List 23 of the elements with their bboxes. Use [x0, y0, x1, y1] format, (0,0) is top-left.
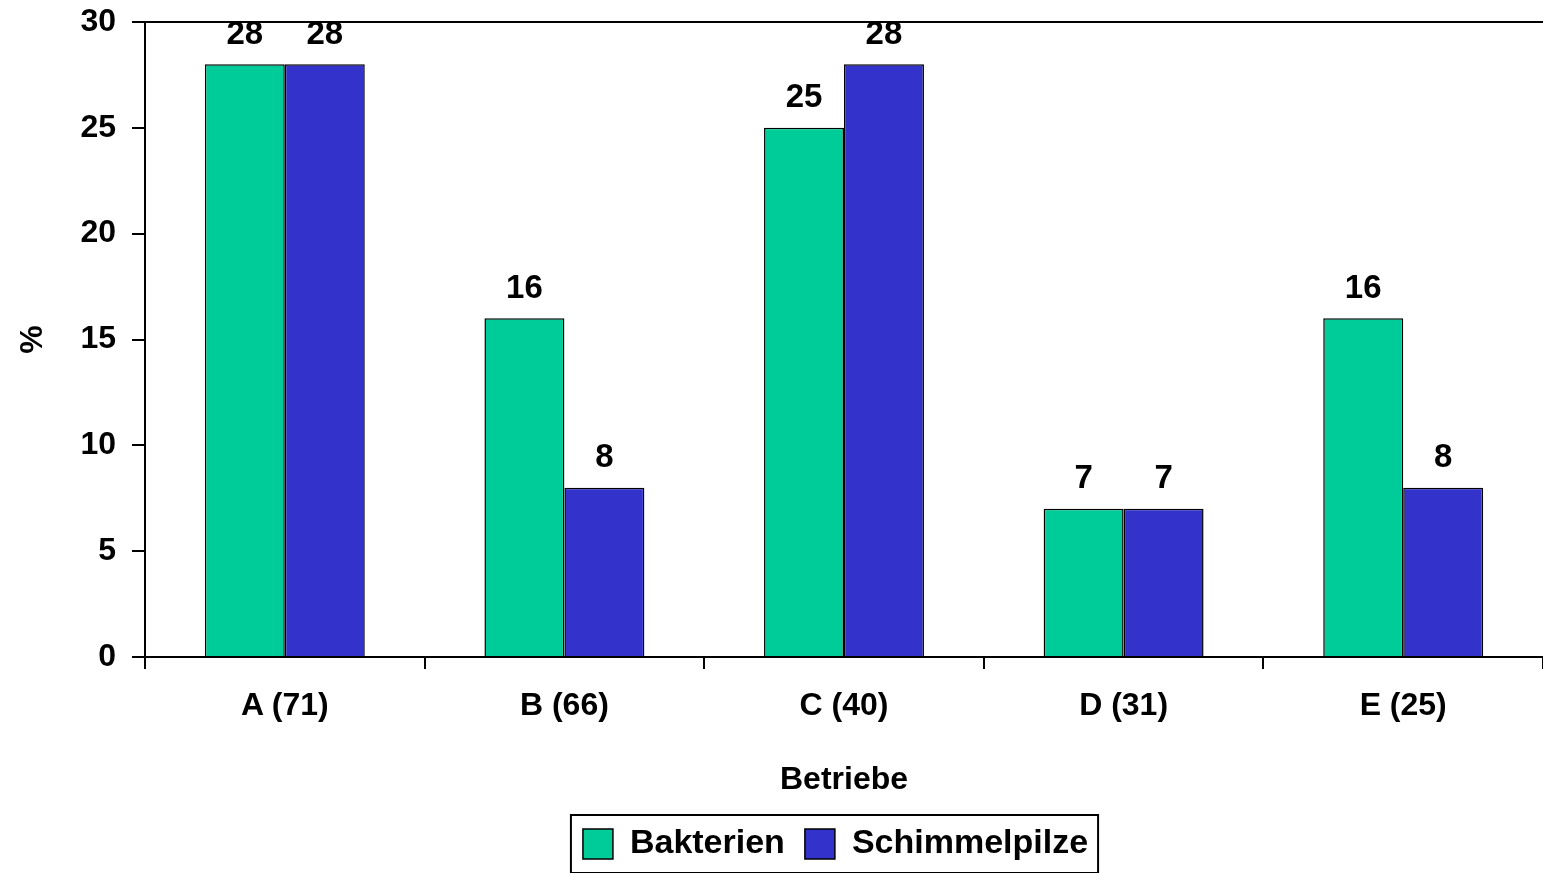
legend-label: Bakterien [629, 822, 785, 861]
y-tick-label: 30 [80, 1, 116, 38]
x-axis-title: Betriebe [779, 759, 909, 796]
x-tick-label: B (66) [519, 686, 609, 723]
y-tick-label: 25 [80, 107, 116, 144]
y-tick-label: 15 [80, 319, 116, 356]
data-label: 8 [1434, 437, 1453, 475]
y-axis-title: % [13, 325, 50, 354]
x-tick-label: D (31) [1079, 686, 1169, 723]
data-label: 16 [506, 267, 543, 305]
data-label: 16 [1344, 267, 1382, 305]
legend-label: Schimmelpilze [851, 822, 1089, 861]
data-label: 7 [1074, 458, 1093, 496]
y-tick-label: 0 [98, 636, 116, 673]
data-label: 7 [1154, 458, 1173, 496]
x-tick-label: C (40) [799, 686, 889, 723]
x-tick-label: E (25) [1359, 686, 1447, 723]
y-tick-label: 20 [80, 213, 116, 250]
data-label: 8 [595, 437, 614, 475]
x-tick-label: A (71) [240, 686, 329, 723]
y-tick-label: 10 [80, 425, 116, 462]
y-tick-label: 5 [98, 530, 116, 567]
data-label: 25 [785, 77, 823, 115]
